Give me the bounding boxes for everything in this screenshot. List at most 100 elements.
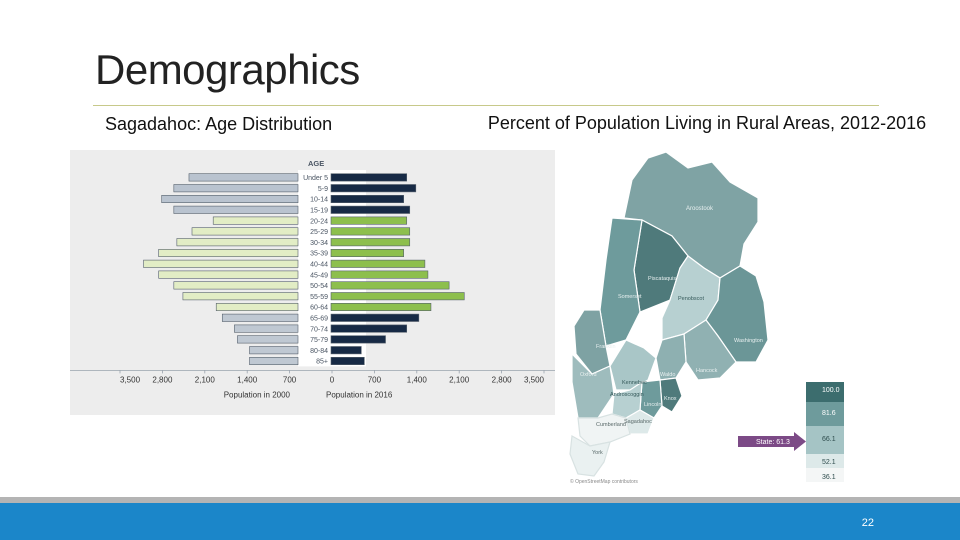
- bar-2016-65-69: [330, 313, 420, 322]
- bar-2016-70-74: [330, 324, 408, 333]
- label-piscataquis: Piscataquis: [648, 276, 676, 282]
- map-attribution: © OpenStreetMap contributors: [570, 478, 638, 485]
- age-label-15-19: 15-19: [310, 208, 328, 215]
- map-heading: Percent of Population Living in Rural Ar…: [487, 113, 927, 133]
- age-label-50-54: 50-54: [310, 283, 328, 290]
- age-label-70-74: 70-74: [310, 326, 328, 333]
- label-aroostook: Aroostook: [686, 206, 714, 212]
- age-label-75-79: 75-79: [310, 337, 328, 344]
- age-label-40-44: 40-44: [310, 262, 328, 269]
- bar-2000-25-29: [191, 227, 299, 236]
- legend-swatch-2: [806, 402, 844, 426]
- legend-value-4: 52.1: [822, 459, 836, 466]
- bar-2000-15-19: [173, 205, 299, 214]
- x-tick-label-1: 2,800: [152, 375, 173, 384]
- bar-2016-45-49: [330, 270, 429, 279]
- age-label-65-69: 65-69: [310, 316, 328, 323]
- bar-2016-80-84: [330, 346, 362, 355]
- x-tick-label-7: 1,400: [407, 375, 428, 384]
- x-tick-label-0: 3,500: [120, 375, 141, 384]
- age-label-under-5: Under 5: [303, 175, 328, 182]
- label-sagadahoc: Sagadahoc: [624, 419, 652, 425]
- legend-swatch-3: [806, 426, 844, 454]
- age-label-10-14: 10-14: [310, 197, 328, 204]
- bar-2016-75-79: [330, 335, 386, 344]
- label-penobscot: Penobscot: [678, 296, 704, 302]
- bar-2016-35-39: [330, 249, 404, 258]
- state-marker-band: [738, 436, 794, 447]
- age-label-80-84: 80-84: [310, 348, 328, 355]
- age-label-85+: 85+: [316, 359, 328, 366]
- age-label-35-39: 35-39: [310, 251, 328, 258]
- region-kennebec: [609, 339, 657, 391]
- age-label-55-59: 55-59: [310, 294, 328, 301]
- x-tick-label-8: 2,100: [449, 375, 470, 384]
- x-tick-label-10: 3,500: [524, 375, 545, 384]
- title-divider: [93, 105, 879, 106]
- label-waldo: Waldo: [660, 372, 675, 378]
- map-legend: 100.0 81.6 66.1 52.1 36.1: [806, 382, 844, 482]
- bar-2000-40-44: [143, 259, 299, 268]
- x-tick-label-2: 2,100: [195, 375, 216, 384]
- label-knox: Knox: [664, 396, 677, 402]
- x-tick-label-6: 700: [368, 375, 382, 384]
- label-kennebec: Kennebec: [622, 380, 647, 386]
- label-somerset: Somerset: [618, 294, 642, 300]
- x-tick-label-3: 1,400: [237, 375, 258, 384]
- bar-2000-5-9: [173, 184, 299, 193]
- maine-map: [569, 151, 769, 477]
- age-label-45-49: 45-49: [310, 272, 328, 279]
- state-average-marker: State: 61.3: [738, 432, 806, 451]
- region-cumberland: [577, 413, 631, 447]
- region-york: [569, 435, 611, 477]
- bar-2016-under-5: [330, 173, 408, 182]
- bar-2000-55-59: [182, 292, 299, 301]
- bar-2000-20-24: [212, 216, 299, 225]
- legend-population-2000: Population in 2000: [224, 390, 291, 399]
- footer-divider: [0, 497, 960, 503]
- label-androscoggin: Androscoggin: [610, 392, 644, 398]
- bar-2016-15-19: [330, 205, 411, 214]
- bar-2016-55-59: [330, 292, 465, 301]
- bar-2000-60-64: [215, 303, 299, 312]
- bar-2000-70-74: [234, 324, 299, 333]
- bar-2016-25-29: [330, 227, 411, 236]
- label-oxford: Oxford: [580, 372, 597, 378]
- label-york: York: [592, 450, 603, 456]
- bar-2000-under-5: [188, 173, 299, 182]
- label-hancock: Hancock: [696, 368, 718, 374]
- page-number: 22: [861, 517, 874, 529]
- x-tick-label-4: 700: [283, 375, 297, 384]
- legend-swatch-1: [806, 382, 844, 402]
- age-label-25-29: 25-29: [310, 229, 328, 236]
- age-label-60-64: 60-64: [310, 305, 328, 312]
- legend-population-2016: Population in 2016: [326, 390, 393, 399]
- legend-swatch-4: [806, 454, 844, 468]
- bar-2000-65-69: [221, 313, 299, 322]
- x-tick-label-9: 2,800: [492, 375, 513, 384]
- label-cumberland: Cumberland: [596, 422, 626, 428]
- legend-swatch-5: [806, 468, 844, 482]
- bar-2000-50-54: [173, 281, 299, 290]
- region-somerset: [599, 217, 643, 347]
- x-tick-label-5: 0: [330, 375, 335, 384]
- state-marker-label: State: 61.3: [756, 439, 790, 446]
- label-franklin: Franklin: [596, 344, 616, 350]
- map-region-labels: Aroostook Piscataquis Somerset Penobscot…: [580, 206, 763, 456]
- bar-2016-20-24: [330, 216, 408, 225]
- slide-footer: 22: [0, 503, 960, 540]
- label-washington: Washington: [734, 338, 763, 344]
- age-label-20-24: 20-24: [310, 218, 328, 225]
- region-oxford: [571, 352, 615, 419]
- age-label-5-9: 5-9: [318, 186, 328, 193]
- region-knox: [659, 377, 683, 413]
- bar-2000-35-39: [158, 249, 299, 258]
- bar-2000-75-79: [237, 335, 299, 344]
- legend-value-1: 100.0: [822, 387, 840, 394]
- bar-2016-85+: [330, 357, 365, 366]
- region-washington: [705, 265, 769, 363]
- bar-2000-45-49: [158, 270, 299, 279]
- bar-2016-5-9: [330, 184, 417, 193]
- bar-2016-60-64: [330, 303, 432, 312]
- legend-value-5: 36.1: [822, 474, 836, 481]
